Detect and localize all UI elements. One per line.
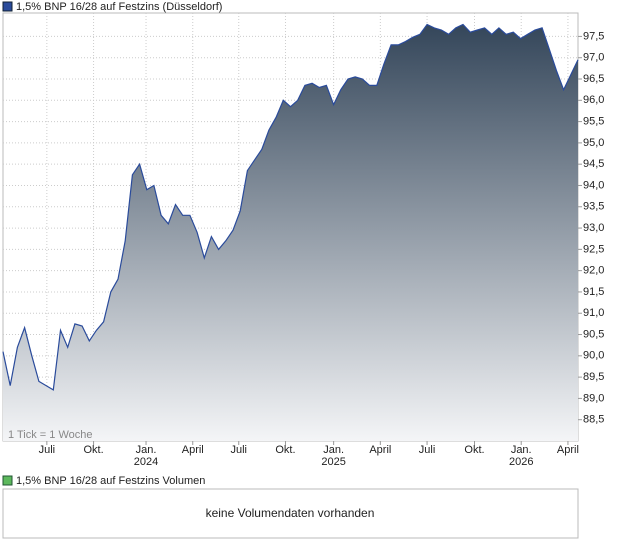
x-tick-label: Jan.: [323, 444, 344, 456]
y-tick-label: 90,0: [583, 350, 604, 362]
y-tick-label: 96,5: [583, 73, 604, 85]
x-tick-label: Okt.: [83, 444, 103, 456]
y-tick-label: 94,5: [583, 158, 604, 170]
x-tick-label: Jan.: [136, 444, 157, 456]
x-tick-label: Jan.: [511, 444, 532, 456]
volume-message: keine Volumendaten vorhanden: [206, 506, 375, 520]
x-tick-label: April: [557, 444, 579, 456]
y-tick-label: 93,0: [583, 222, 604, 234]
y-tick-label: 89,5: [583, 371, 604, 383]
y-tick-label: 91,5: [583, 286, 604, 298]
y-tick-label: 94,0: [583, 179, 604, 191]
annotation: 1 Tick = 1 Woche: [8, 429, 92, 441]
price-line: [2, 23, 579, 391]
y-tick-label: 97,5: [583, 30, 604, 42]
legend-label: 1,5% BNP 16/28 auf Festzins Volumen: [16, 475, 205, 487]
legend-swatch: [2, 1, 13, 12]
y-tick-label: 95,5: [583, 116, 604, 128]
x-tick-label: Okt.: [275, 444, 295, 456]
x-tick-label: April: [369, 444, 391, 456]
x-tick-year: 2025: [321, 456, 345, 468]
x-tick-label: Okt.: [464, 444, 484, 456]
y-tick-label: 92,5: [583, 243, 604, 255]
y-tick-label: 90,5: [583, 328, 604, 340]
x-tick-year: 2026: [509, 456, 533, 468]
x-tick-label: April: [182, 444, 204, 456]
area: [3, 24, 578, 441]
y-tick-label: 96,0: [583, 94, 604, 106]
legend-swatch: [2, 475, 13, 486]
x-tick-label: Juli: [419, 444, 436, 456]
x-tick-label: Juli: [39, 444, 56, 456]
legend-label: 1,5% BNP 16/28 auf Festzins (Düsseldorf): [16, 1, 222, 13]
y-tick-label: 92,0: [583, 265, 604, 277]
y-tick-label: 89,0: [583, 392, 604, 404]
volume-frame: [2, 488, 579, 539]
x-tick-label: Juli: [230, 444, 247, 456]
y-tick-label: 97,0: [583, 52, 604, 64]
y-tick-label: 91,0: [583, 307, 604, 319]
x-tick-year: 2024: [134, 456, 158, 468]
y-tick-label: 88,5: [583, 414, 604, 426]
y-tick-label: 93,5: [583, 201, 604, 213]
y-tick-label: 95,0: [583, 137, 604, 149]
